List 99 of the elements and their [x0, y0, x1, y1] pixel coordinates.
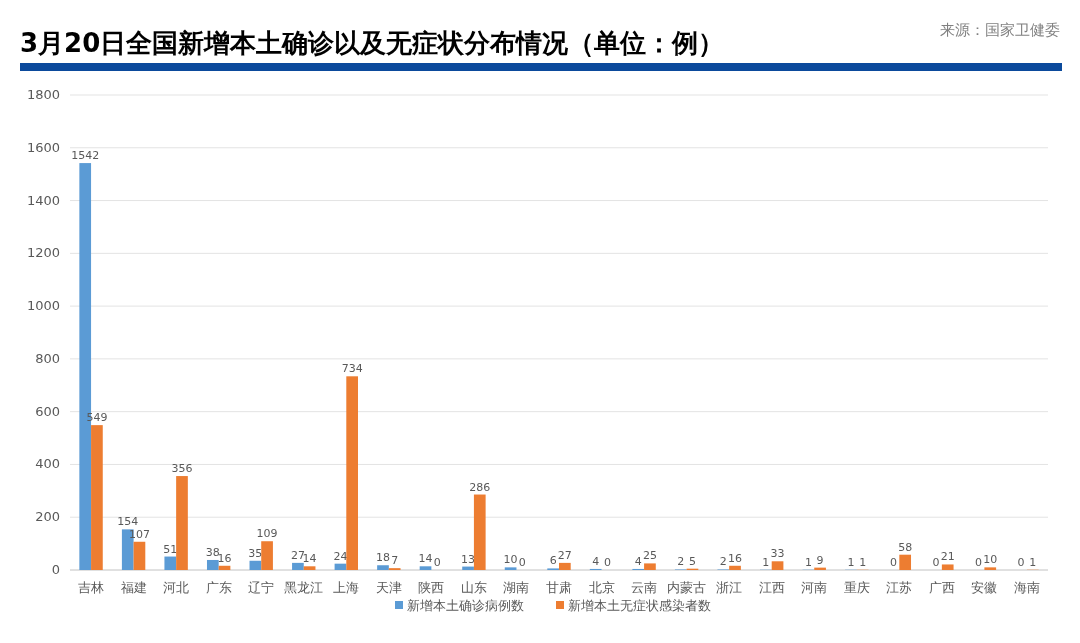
- x-tick-label: 江西: [758, 580, 785, 595]
- x-tick-label: 福建: [120, 580, 147, 595]
- bar: [473, 494, 486, 570]
- y-tick-label: 1600: [26, 139, 60, 155]
- legend-label: 新增本土确诊病例数: [407, 598, 524, 613]
- data-label: 0: [603, 556, 611, 569]
- x-tick-label: 黑龙江: [284, 580, 324, 595]
- data-label: 0: [975, 556, 983, 569]
- data-label: 10: [983, 553, 998, 567]
- bar: [729, 565, 741, 570]
- x-tick-label: 河北: [163, 580, 190, 595]
- y-tick-label: 1200: [26, 245, 60, 261]
- legend-label: 新增本土无症状感染者数: [568, 598, 711, 613]
- x-tick-label: 天津: [375, 580, 402, 595]
- data-label: 4: [634, 554, 642, 568]
- source-note: 来源：国家卫健委: [940, 21, 1060, 39]
- y-tick-label: 400: [35, 456, 60, 472]
- bar: [91, 425, 103, 570]
- bar: [419, 566, 432, 570]
- y-tick-label: 800: [35, 350, 60, 366]
- bar: [303, 566, 316, 570]
- data-label: 1: [847, 555, 855, 569]
- data-label: 2: [677, 555, 685, 569]
- bar: [771, 561, 784, 570]
- data-label: 1: [859, 555, 867, 569]
- bar: [346, 376, 358, 570]
- data-label: 38: [205, 545, 220, 559]
- data-label: 6: [549, 554, 557, 568]
- data-label: 33: [770, 547, 785, 561]
- x-tick-label: 重庆: [843, 580, 870, 595]
- data-label: 14: [418, 552, 433, 566]
- data-label: 286: [469, 480, 491, 494]
- x-tick-label: 浙江: [716, 580, 743, 595]
- data-label: 13: [461, 552, 476, 566]
- data-label: 1: [1029, 555, 1037, 569]
- x-tick-label: 北京: [588, 580, 615, 595]
- x-tick-label: 陕西: [418, 580, 445, 595]
- bar: [504, 567, 517, 570]
- data-label: 1542: [71, 149, 100, 163]
- data-label: 27: [557, 548, 572, 562]
- x-tick-label: 山东: [460, 580, 487, 595]
- data-label: 18: [375, 551, 390, 565]
- bar: [644, 563, 656, 570]
- x-tick-label: 吉林: [78, 580, 105, 595]
- x-tick-label: 云南: [631, 580, 658, 595]
- x-tick-label: 河南: [801, 580, 828, 595]
- y-tick-label: 1400: [26, 192, 60, 208]
- bar: [164, 556, 177, 570]
- data-label: 21: [940, 550, 955, 564]
- x-tick-label: 安徽: [971, 580, 998, 595]
- data-label: 1: [804, 555, 812, 569]
- x-tick-label: 江苏: [886, 580, 913, 595]
- bar: [133, 541, 146, 570]
- bar: [218, 565, 231, 570]
- data-label: 25: [642, 549, 657, 563]
- data-label: 4: [592, 554, 600, 568]
- bar: [292, 562, 304, 570]
- bar: [377, 565, 389, 570]
- data-label: 0: [518, 556, 526, 569]
- data-label: 2: [719, 555, 727, 569]
- bar: [984, 567, 997, 570]
- y-tick-label: 0: [51, 562, 60, 577]
- data-label: 7: [391, 554, 399, 568]
- bar: [899, 554, 912, 570]
- x-tick-label: 湖南: [503, 580, 530, 595]
- data-label: 5: [688, 554, 696, 568]
- x-tick-label: 上海: [333, 580, 360, 595]
- data-label: 9: [816, 553, 824, 567]
- data-label: 356: [171, 462, 193, 476]
- data-label: 0: [1017, 556, 1025, 569]
- data-label: 109: [256, 527, 278, 541]
- y-tick-label: 1800: [26, 87, 60, 102]
- y-tick-label: 200: [35, 509, 60, 525]
- y-tick-label: 600: [35, 403, 60, 419]
- data-label: 734: [341, 362, 363, 376]
- x-tick-label: 广东: [205, 580, 232, 595]
- data-label: 0: [433, 556, 441, 569]
- bar: [176, 476, 188, 570]
- bar: [941, 564, 954, 570]
- bar: [559, 562, 571, 570]
- chart-title: 3月20日全国新增本土确诊以及无症状分布情况（单位：例）: [20, 28, 725, 58]
- x-tick-label: 内蒙古: [667, 580, 707, 595]
- data-label: 16: [728, 551, 743, 565]
- x-tick-label: 海南: [1013, 580, 1040, 595]
- bar: [261, 541, 273, 570]
- y-tick-label: 1000: [26, 298, 60, 314]
- bar: [249, 560, 262, 570]
- data-label: 58: [898, 540, 913, 554]
- data-label: 0: [932, 556, 940, 569]
- x-tick-label: 广西: [928, 580, 955, 595]
- data-label: 0: [889, 556, 897, 569]
- x-tick-label: 甘肃: [546, 580, 572, 595]
- bar: [206, 559, 219, 570]
- data-label: 154: [117, 515, 139, 529]
- bar: [462, 566, 474, 570]
- data-label: 1: [762, 555, 770, 569]
- data-label: 27: [290, 548, 305, 562]
- data-label: 10: [503, 553, 518, 567]
- x-tick-label: 辽宁: [248, 580, 275, 595]
